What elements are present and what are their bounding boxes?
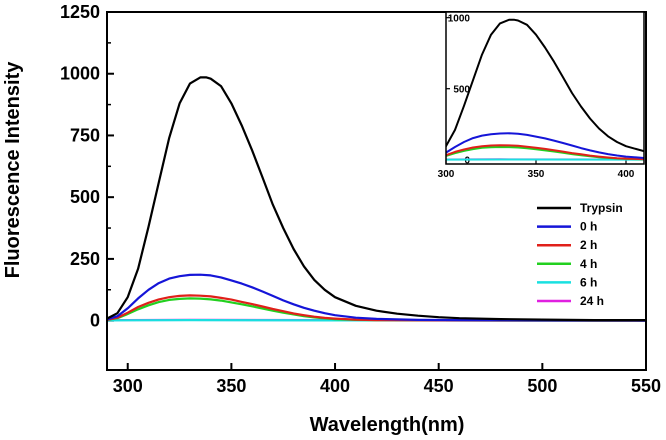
y-tick-label: 500 — [70, 187, 100, 207]
inset-x-tick-label: 400 — [618, 169, 635, 180]
x-tick-label: 450 — [424, 376, 454, 396]
x-tick-label: 300 — [113, 376, 143, 396]
inset-y-tick-label: 0 — [464, 156, 470, 167]
legend-label: 24 h — [580, 294, 604, 308]
y-tick-label: 1000 — [60, 64, 100, 84]
x-tick-label: 550 — [631, 376, 661, 396]
inset-x-tick-label: 350 — [528, 169, 545, 180]
inset-x-tick-label: 300 — [438, 169, 455, 180]
main-axis-ticks: 300 350 400 450 500 550 0 250 500 750 1000 1250 — [60, 2, 661, 396]
inset-series-group — [446, 18, 644, 161]
main-plot-frame — [106, 11, 647, 371]
inset-chart: 300 350 400 0 500 1000 — [438, 11, 645, 180]
legend: Trypsin 0 h 2 h 4 h 6 h 24 h — [537, 201, 623, 308]
legend-label: 0 h — [580, 220, 597, 234]
x-tick-label: 500 — [527, 376, 557, 396]
inset-plot-frame — [445, 11, 645, 165]
series-line-trypsin — [106, 76, 646, 322]
y-tick-label: 0 — [90, 311, 100, 331]
legend-label: 4 h — [580, 257, 597, 271]
inset-series-line-trypsin — [446, 18, 644, 153]
y-tick-label: 1250 — [60, 2, 100, 22]
legend-label: 2 h — [580, 238, 597, 252]
series-line-2-h — [106, 294, 647, 322]
inset-series-line-0-h — [446, 132, 644, 160]
y-tick-label: 250 — [70, 249, 100, 269]
x-tick-label: 400 — [320, 376, 350, 396]
inset-y-tick-label: 500 — [453, 85, 470, 96]
legend-label: 6 h — [580, 275, 597, 289]
inset-series-line-2-h — [446, 144, 644, 161]
y-axis-title: Fluorescence Intensity — [2, 61, 24, 279]
x-axis-title: Wavelength(nm) — [310, 414, 465, 436]
x-tick-label: 350 — [216, 376, 246, 396]
legend-label: Trypsin — [580, 201, 623, 215]
y-tick-label: 750 — [70, 125, 100, 145]
inset-y-tick-label: 1000 — [448, 14, 471, 25]
main-series-group — [106, 76, 647, 322]
series-line-0-h — [106, 273, 647, 322]
